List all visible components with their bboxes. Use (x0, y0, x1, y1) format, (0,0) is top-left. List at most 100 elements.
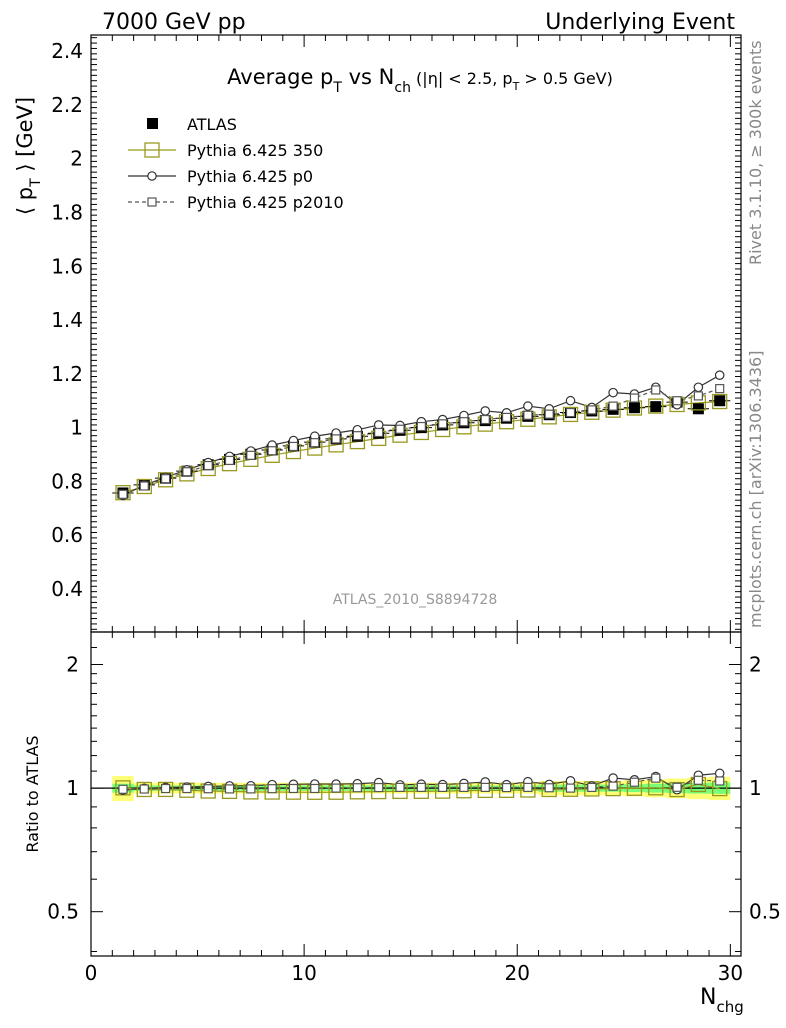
y-tick-label: 2.2 (51, 93, 83, 117)
y-tick-label: 1 (70, 416, 83, 440)
title-part-2: vs N (342, 65, 394, 89)
point-p350 (562, 406, 579, 423)
point-p2010 (182, 467, 192, 477)
side-label-top: Rivet 3.1.10, ≥ 300k events (746, 40, 765, 265)
point-p2010 (501, 412, 512, 423)
ratio-point-p2010 (160, 783, 171, 794)
y-axis-label: ⟨ pT ⟩ [GeV] (13, 97, 44, 215)
chart-title: Average pT vs Nch (|η| < 2.5, pT > 0.5 G… (227, 65, 613, 96)
point-p2010 (288, 441, 299, 452)
title-sub-1: T (332, 80, 342, 96)
x-tick-label: 10 (291, 961, 316, 985)
x-tick-label: 20 (505, 961, 530, 985)
point-p2010 (438, 419, 448, 429)
point-p0 (480, 406, 491, 416)
ratio-point-p2010 (651, 773, 661, 783)
ratio-point-p2010 (374, 782, 384, 793)
point-p2010 (651, 385, 661, 395)
y-tick-label: 1.6 (51, 254, 83, 278)
point-p350 (648, 398, 664, 414)
point-p2010 (331, 434, 341, 444)
ratio-point-p350 (669, 781, 685, 798)
point-p2010 (395, 424, 405, 434)
axes: 0 10 20 30 0.4 0.6 0.8 1 1.2 1.4 1.6 1.8 2 2.2 2.4 0.5 0… (47, 35, 781, 985)
ratio-point-p2010 (246, 784, 256, 794)
ratio-point-p0 (608, 773, 618, 783)
ratio-point-p350 (157, 781, 174, 798)
ratio-y-axis-label: Ratio to ATLAS (23, 735, 42, 852)
y-tick-label: 1.8 (51, 200, 83, 224)
x-tick-label: 0 (85, 961, 98, 985)
point-p2010 (118, 489, 128, 499)
xlabel-part-1: N (700, 985, 716, 1010)
ratio-y-tick-label-right: 2 (749, 653, 762, 677)
legend: ATLAS Pythia 6.425 350 Pythia 6.425 p0 P… (128, 115, 344, 212)
ratio-point-p2010 (352, 783, 362, 793)
ylabel-part-1: ⟨ p (13, 187, 37, 215)
title-part-1: Average p (227, 65, 333, 89)
point-p2010 (352, 431, 362, 441)
ratio-point-p2010 (544, 783, 554, 793)
legend-label-p2010: Pythia 6.425 p2010 (187, 193, 344, 212)
point-p2010 (267, 446, 277, 456)
legend-label-p350: Pythia 6.425 350 (187, 141, 323, 160)
ratio-frame (90, 631, 742, 957)
ratio-y-tick-label-right: 1 (749, 776, 762, 800)
point-p2010 (587, 405, 597, 415)
x-axis-label: Nchg (700, 985, 744, 1016)
point-p2010 (203, 460, 213, 471)
ratio-point-p2010 (608, 781, 618, 791)
header-right: Underlying Event (545, 10, 735, 35)
point-p2010 (160, 474, 171, 484)
ylabel-sub: T (28, 178, 44, 188)
point-p0 (523, 401, 533, 411)
ratio-y-tick-label: 1 (66, 776, 79, 800)
ratio-point-p2010 (288, 783, 299, 794)
legend-marker-p0 (147, 171, 157, 181)
point-p2010 (416, 421, 426, 432)
title-part-4: > 0.5 GeV) (519, 69, 613, 88)
ratio-point-p2010 (118, 784, 128, 794)
legend-marker-p350 (144, 142, 160, 158)
y-tick-label: 2 (70, 147, 83, 171)
ratio-point-p2010 (629, 777, 640, 787)
ylabel-part-2: ⟩ [GeV] (13, 97, 37, 179)
ratio-point-p2010 (565, 783, 576, 793)
legend-marker-atlas (147, 118, 158, 129)
legend-label-p0: Pythia 6.425 p0 (187, 167, 313, 186)
x-tick-label: 30 (718, 961, 743, 985)
point-p2010 (693, 391, 703, 401)
point-p2010 (139, 481, 149, 491)
point-p0 (693, 382, 704, 393)
ratio-y-tick-label: 2 (66, 653, 79, 677)
point-p2010 (224, 455, 235, 466)
y-tick-label: 1.4 (51, 308, 83, 332)
ratio-point-p2010 (480, 782, 490, 793)
side-label-bottom: mcplots.cern.ch [arXiv:1306.3436] (746, 351, 765, 628)
point-p2010 (459, 417, 469, 427)
ratio-point-p2010 (438, 782, 448, 792)
ratio-point-p350 (136, 781, 152, 798)
point-p2010 (608, 401, 618, 411)
point-p2010 (523, 410, 533, 420)
ratio-y-tick-label: 0.5 (47, 900, 79, 924)
xlabel-sub: chg (716, 998, 743, 1016)
ratio-point-p2010 (501, 782, 512, 793)
title-part-3: (|η| < 2.5, p (411, 69, 513, 88)
point-p350 (712, 393, 728, 410)
point-p2010 (310, 438, 320, 448)
ratio-point-p2010 (182, 783, 192, 794)
legend-label-atlas: ATLAS (187, 115, 237, 134)
ratio-point-p2010 (224, 784, 235, 794)
ratio-point-p2010 (459, 782, 469, 793)
point-p350 (136, 478, 152, 495)
header-left: 7000 GeV pp (102, 10, 246, 35)
ratio-point-p2010 (310, 783, 320, 794)
ratio-point-p2010 (139, 784, 149, 794)
ratio-point-p2010 (203, 784, 213, 794)
analysis-label: ATLAS_2010_S8894728 (333, 592, 498, 608)
point-p2010 (374, 427, 384, 438)
point-p0 (565, 395, 576, 406)
